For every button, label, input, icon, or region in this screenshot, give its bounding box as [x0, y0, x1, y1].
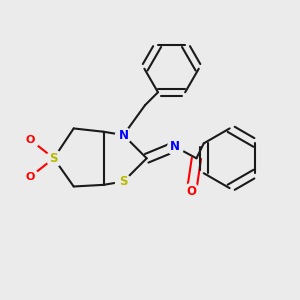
- Text: O: O: [26, 172, 35, 182]
- Text: S: S: [50, 152, 58, 165]
- Text: N: N: [170, 140, 180, 153]
- Text: N: N: [118, 129, 128, 142]
- Text: O: O: [26, 135, 35, 145]
- Text: S: S: [119, 175, 128, 188]
- Text: O: O: [187, 185, 196, 198]
